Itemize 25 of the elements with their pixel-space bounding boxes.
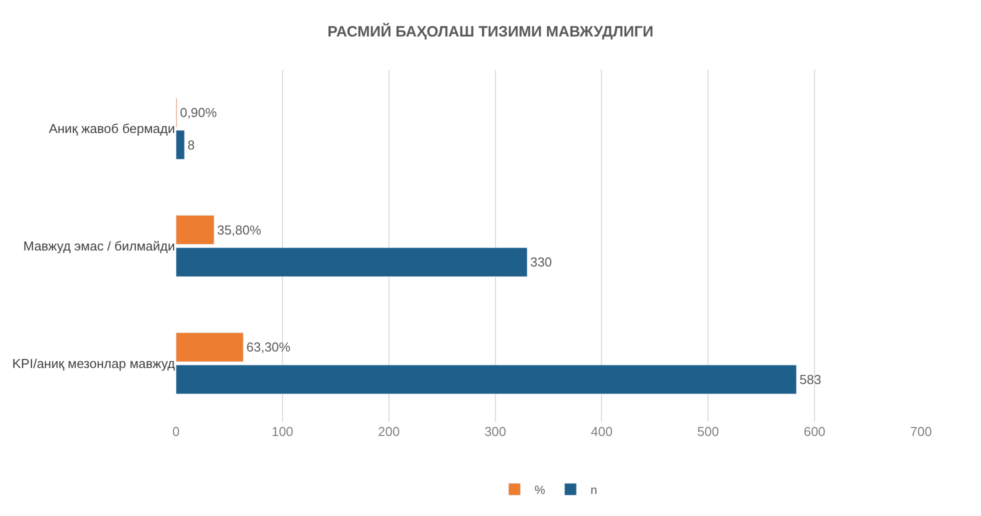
y-tick-label: KPI/аниқ мезонлар мавжуд — [12, 356, 176, 371]
data-label: 330 — [530, 254, 552, 270]
data-label: 583 — [799, 372, 822, 387]
chart-title: РАСМИЙ БАҲОЛАШ ТИЗИМИ МАВЖУДЛИГИ — [328, 22, 654, 40]
x-tick-label: 200 — [378, 424, 400, 439]
data-label: 35,80% — [217, 222, 262, 238]
x-tick-label: 400 — [590, 424, 613, 439]
legend-label: % — [534, 482, 546, 497]
x-tick-label: 700 — [910, 424, 932, 439]
data-label: 0,90% — [180, 105, 218, 120]
bar — [176, 332, 244, 362]
y-tick-label: Мавжуд эмас / билмайди — [23, 238, 175, 254]
x-tick-label: 500 — [697, 424, 719, 439]
x-tick-label: 100 — [272, 424, 294, 439]
bar — [176, 364, 797, 394]
legend-label: n — [590, 482, 598, 497]
data-label: 63,30% — [246, 340, 291, 355]
x-tick-label: 300 — [484, 424, 506, 439]
x-tick-label: 0 — [172, 424, 180, 439]
y-tick-label: Аниқ жавоб бермади — [48, 121, 175, 136]
bar — [176, 130, 185, 160]
x-tick-label: 600 — [804, 424, 826, 439]
data-label: 8 — [188, 137, 195, 152]
bar — [176, 247, 528, 277]
bar — [176, 215, 214, 245]
